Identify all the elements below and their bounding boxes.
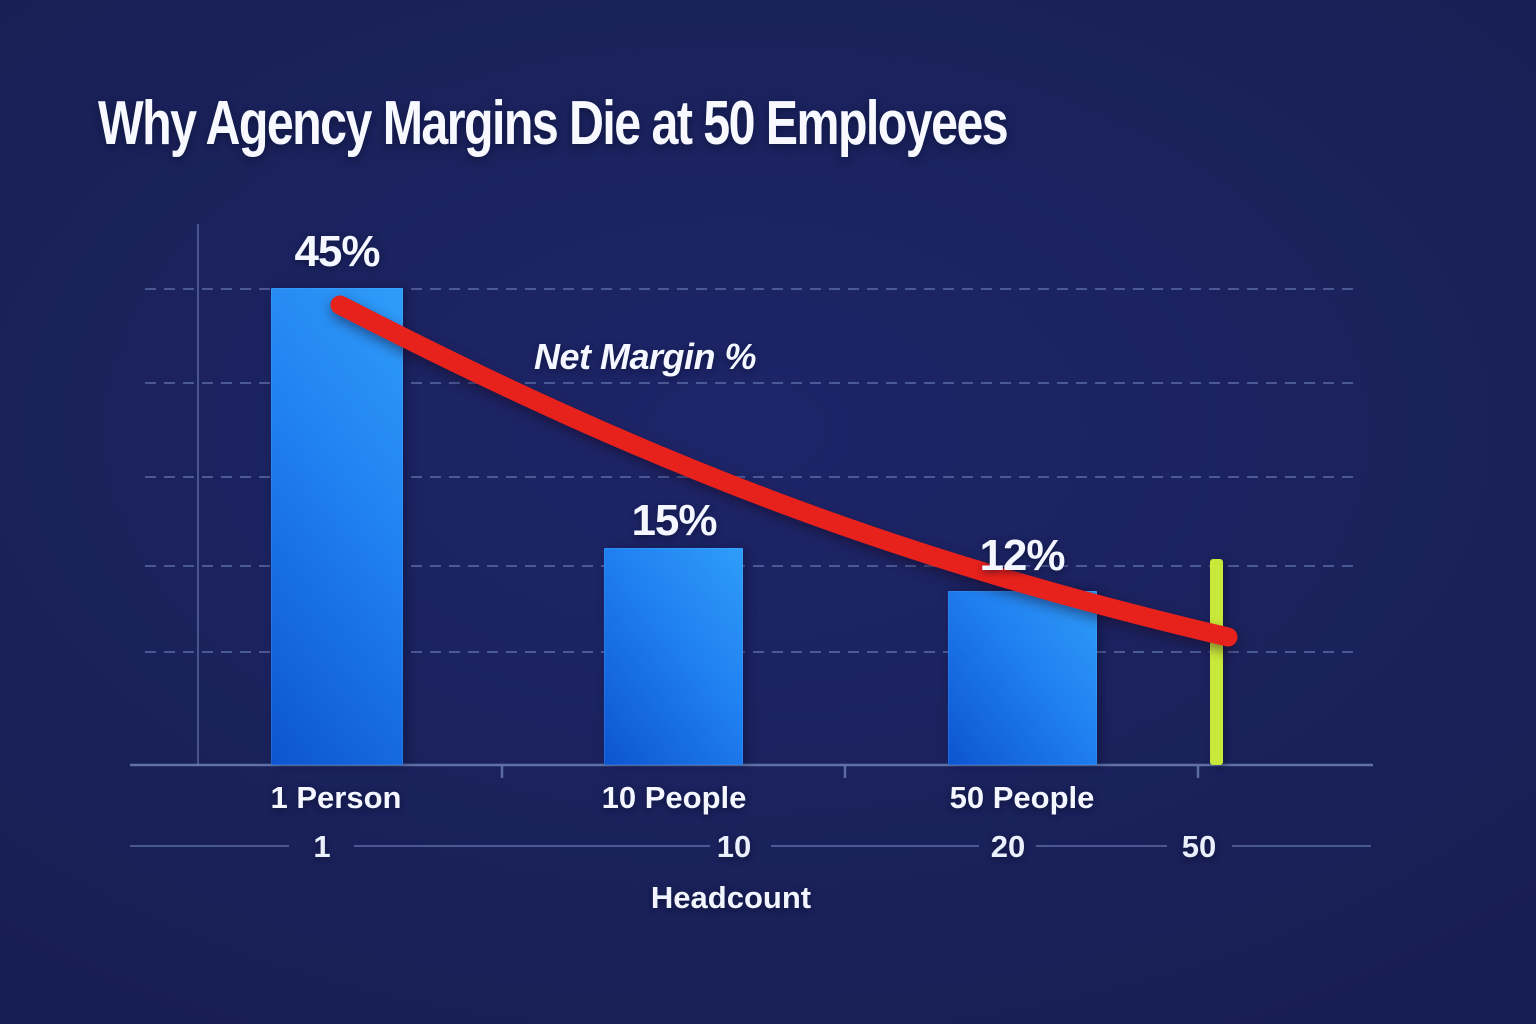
bar-10-people <box>604 548 743 765</box>
bar-value-label: 15% <box>631 496 717 545</box>
gridlines <box>145 288 1360 653</box>
line-series-label: Net Margin % <box>533 336 757 377</box>
chart-title: Why Agency Margins Die at 50 Employees <box>98 89 1009 158</box>
x-axis-ticks <box>500 766 1200 778</box>
category-label: 10 People <box>601 780 747 815</box>
x-tick-label: 20 <box>990 829 1026 864</box>
bar-1-person <box>271 288 403 765</box>
net-margin-trend-line <box>330 295 1238 647</box>
x-tick-label: 50 <box>1181 829 1217 864</box>
x-axis-title: Headcount <box>650 880 812 915</box>
category-label: 50 People <box>949 780 1095 815</box>
highlight-marker-50 <box>1210 559 1223 765</box>
x-tick-label: 10 <box>716 829 752 864</box>
x-tick-label: 1 <box>313 829 331 864</box>
bar-50-people <box>948 591 1097 765</box>
bar-value-label: 12% <box>979 531 1065 580</box>
bar-value-label: 45% <box>294 227 380 276</box>
category-label: 1 Person <box>270 780 402 815</box>
